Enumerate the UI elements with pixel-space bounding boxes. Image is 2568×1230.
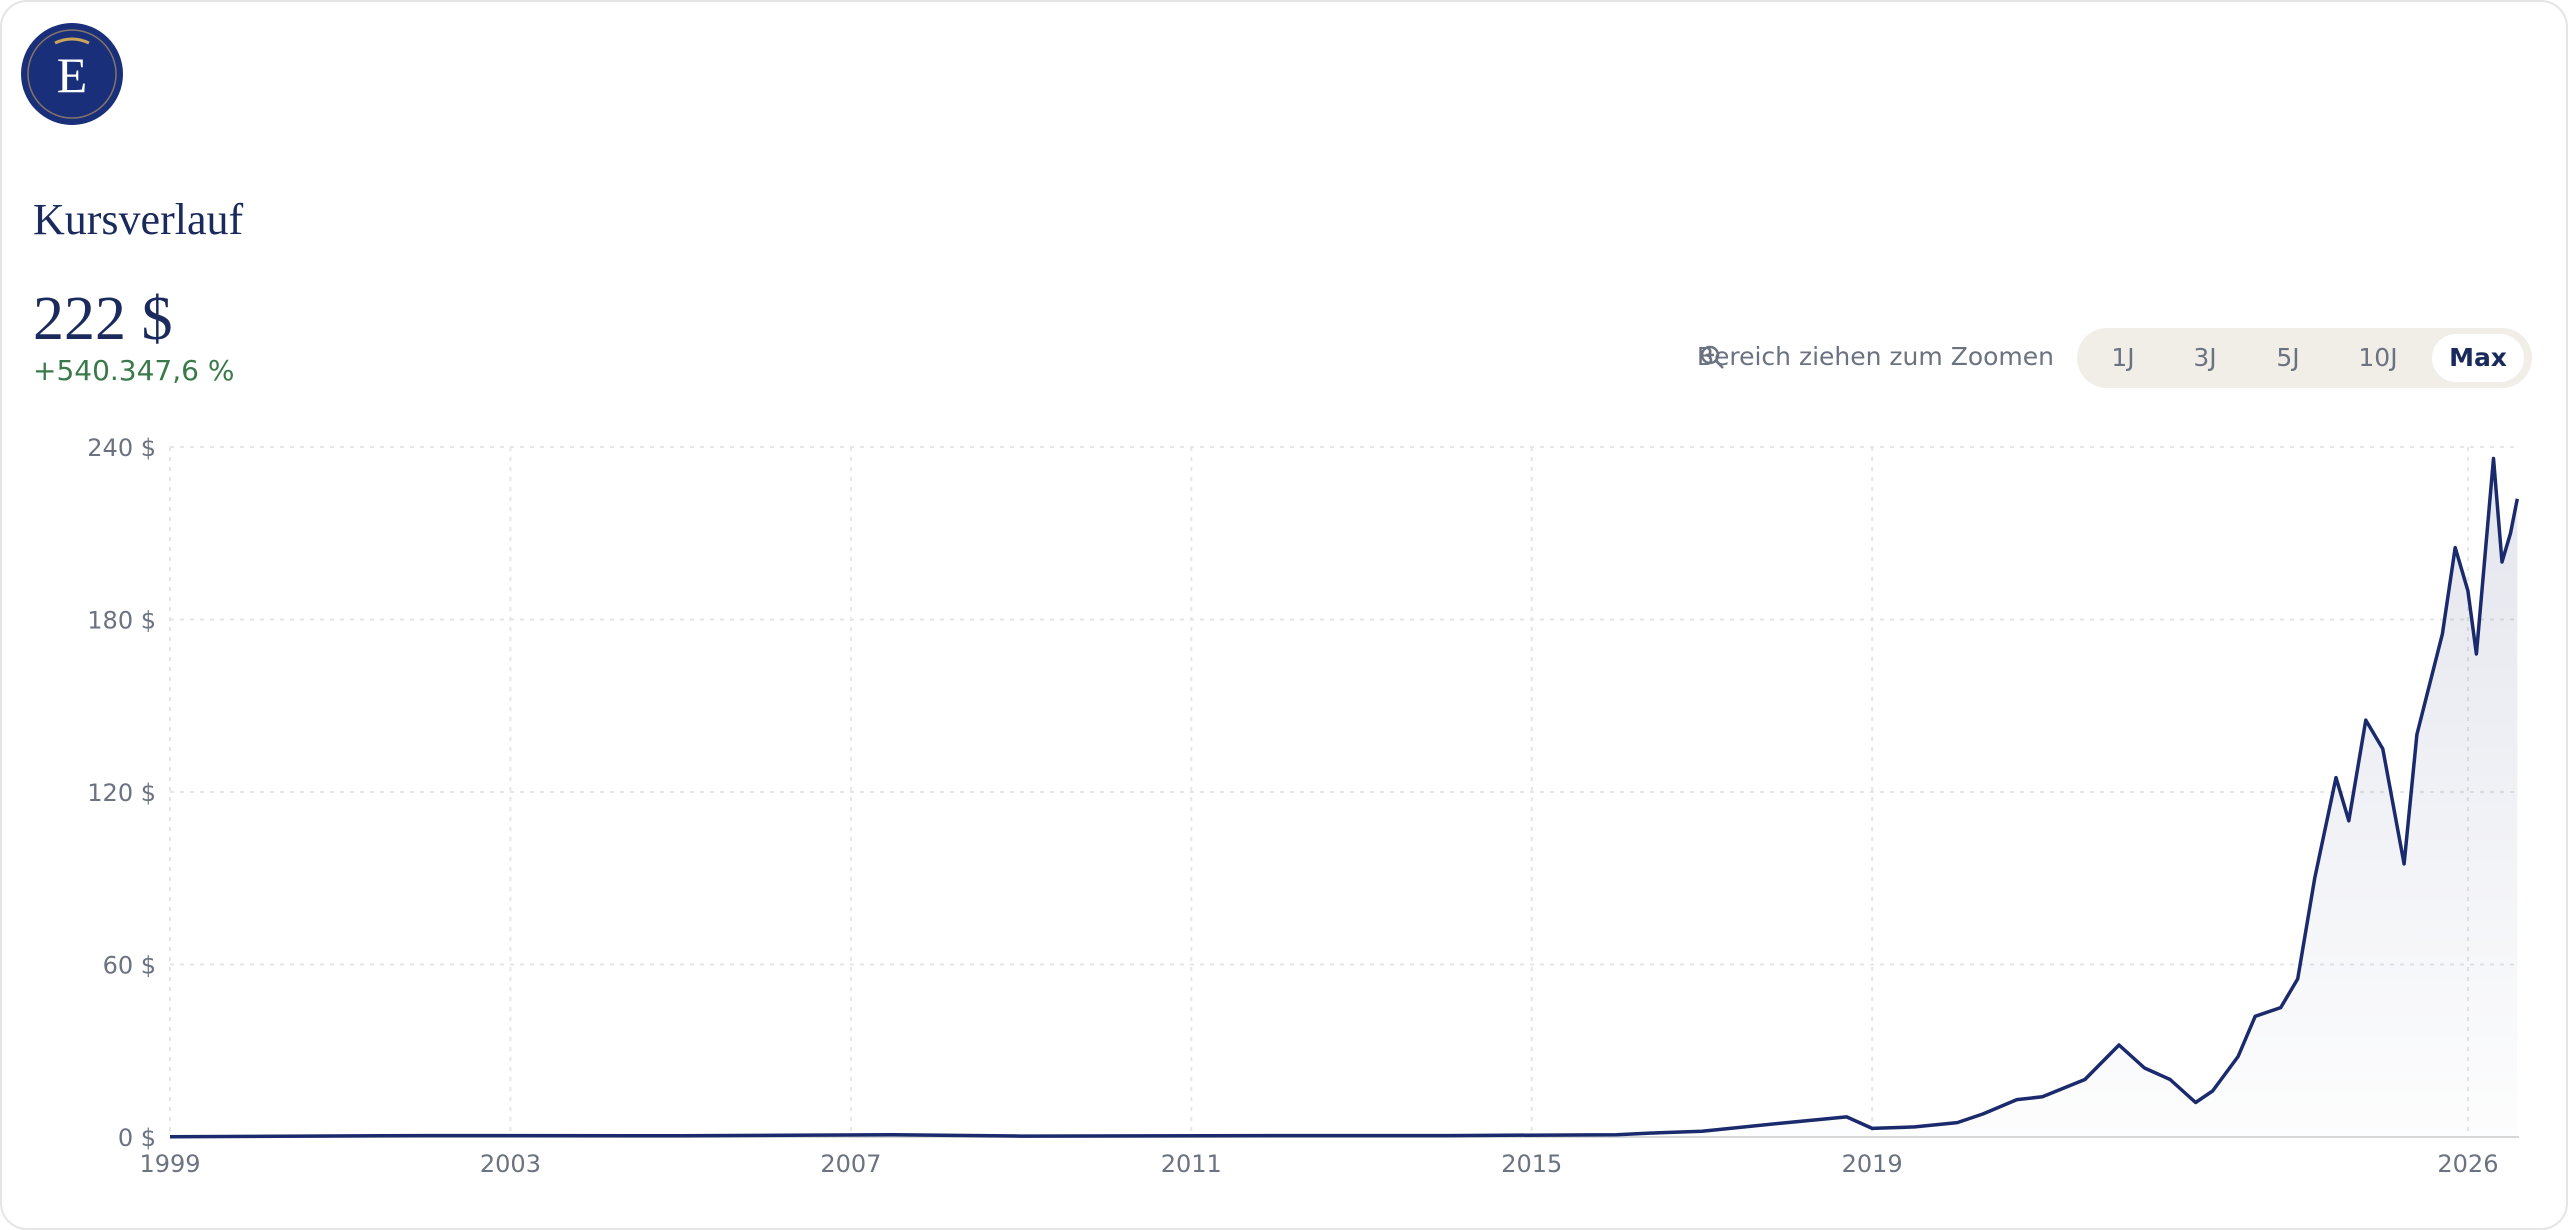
zoom-icon	[1700, 345, 1724, 369]
range-button[interactable]: 1J	[2111, 343, 2134, 372]
x-tick-label: 2007	[820, 1150, 881, 1178]
logo-arc	[54, 37, 90, 45]
x-tick-label: 2011	[1161, 1150, 1222, 1178]
x-tick-label: 1999	[139, 1150, 200, 1178]
logo-letter: E	[57, 47, 88, 103]
range-toggle	[2077, 328, 2532, 388]
y-tick-label: 180 $	[87, 607, 156, 635]
range-button[interactable]: Max	[2449, 343, 2507, 372]
logo-ring	[27, 29, 117, 119]
range-button-active[interactable]	[2432, 334, 2524, 382]
price: 222 $	[33, 285, 173, 353]
range-button[interactable]: 5J	[2276, 343, 2299, 372]
y-tick-label: 240 $	[87, 434, 156, 462]
x-tick-label: 2026	[2437, 1150, 2498, 1178]
y-tick-label: 120 $	[87, 779, 156, 807]
range-button[interactable]: 3J	[2193, 343, 2216, 372]
x-tick-label: 2003	[480, 1150, 541, 1178]
y-tick-label: 60 $	[103, 952, 156, 980]
logo	[21, 23, 123, 125]
y-tick-label: 0 $	[118, 1124, 156, 1152]
title: Kursverlauf	[33, 195, 243, 244]
range-button[interactable]: 10J	[2358, 343, 2397, 372]
price-line	[169, 456, 2520, 1139]
zoom-hint: Bereich ziehen zum Zoomen	[1697, 342, 2054, 371]
x-tick-label: 2019	[1842, 1150, 1903, 1178]
x-tick-label: 2015	[1501, 1150, 1562, 1178]
area	[170, 458, 2518, 1137]
change: +540.347,6 %	[33, 354, 234, 387]
